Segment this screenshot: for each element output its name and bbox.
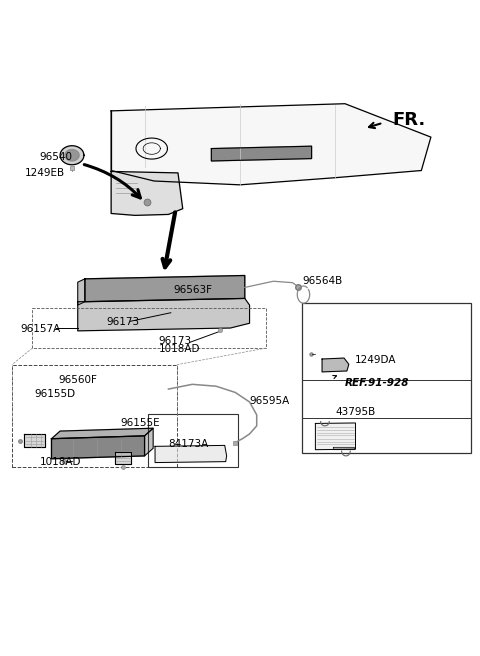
Text: 96155D: 96155D (35, 389, 76, 399)
Polygon shape (144, 428, 153, 456)
Polygon shape (78, 279, 85, 305)
Polygon shape (60, 146, 84, 164)
Text: 1249EB: 1249EB (25, 168, 65, 178)
Text: 84173A: 84173A (168, 439, 209, 449)
Polygon shape (111, 104, 431, 185)
Text: 96560F: 96560F (59, 375, 97, 386)
Polygon shape (51, 436, 144, 459)
Polygon shape (211, 146, 312, 161)
Polygon shape (78, 298, 250, 331)
Text: 96155E: 96155E (120, 419, 160, 428)
Text: FR.: FR. (393, 112, 426, 129)
Polygon shape (322, 358, 349, 372)
Text: 1018AD: 1018AD (159, 344, 200, 354)
Text: 96157A: 96157A (21, 324, 61, 334)
Text: 96173: 96173 (159, 337, 192, 346)
Text: REF.91-928: REF.91-928 (345, 378, 409, 388)
Text: 96173: 96173 (107, 318, 140, 327)
Text: 96595A: 96595A (250, 396, 290, 405)
Text: 96563F: 96563F (173, 285, 212, 295)
Text: 96540: 96540 (39, 152, 72, 162)
Polygon shape (155, 445, 227, 462)
Text: 1018AD: 1018AD (39, 457, 81, 466)
Text: 96564B: 96564B (302, 276, 342, 286)
Text: 43795B: 43795B (336, 407, 376, 417)
Polygon shape (85, 276, 245, 302)
Text: 1249DA: 1249DA (355, 356, 396, 365)
Polygon shape (51, 428, 153, 439)
Polygon shape (24, 434, 45, 447)
Polygon shape (333, 447, 354, 449)
Polygon shape (115, 452, 131, 464)
Polygon shape (315, 423, 356, 450)
Polygon shape (111, 171, 183, 215)
Polygon shape (65, 150, 79, 161)
